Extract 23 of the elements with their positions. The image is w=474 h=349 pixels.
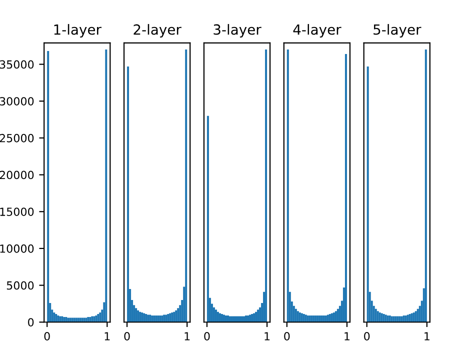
y-tick-label: 15000 bbox=[0, 208, 34, 216]
x-tick-label: 0 bbox=[44, 332, 50, 340]
x-tick-label: 1 bbox=[344, 332, 350, 340]
y-tick-label: 0 bbox=[28, 318, 34, 327]
y-tick-label: 20000 bbox=[0, 170, 34, 180]
x-tick-label: 1 bbox=[104, 332, 110, 340]
y-tick-label: 10000 bbox=[0, 244, 34, 253]
x-tick-label: 0 bbox=[284, 332, 290, 340]
y-tick-label: 25000 bbox=[0, 134, 34, 142]
x-tick-label: 1 bbox=[424, 332, 430, 340]
chart-title: 1-layer bbox=[54, 24, 102, 38]
x-tick-label: 0 bbox=[204, 332, 210, 340]
y-tick-label: 30000 bbox=[0, 97, 34, 106]
chart-title: 5-layer bbox=[374, 24, 422, 38]
y-tick-label: 5000 bbox=[6, 281, 34, 290]
x-tick-label: 1 bbox=[184, 332, 190, 340]
x-tick-label: 1 bbox=[264, 332, 270, 340]
chart-title: 3-layer bbox=[214, 24, 262, 38]
chart-title: 4-layer bbox=[293, 24, 342, 38]
x-tick-label: 0 bbox=[124, 332, 130, 340]
x-tick-label: 0 bbox=[364, 332, 370, 340]
chart-title: 2-layer bbox=[134, 24, 182, 38]
y-tick-label: 35000 bbox=[0, 60, 34, 69]
